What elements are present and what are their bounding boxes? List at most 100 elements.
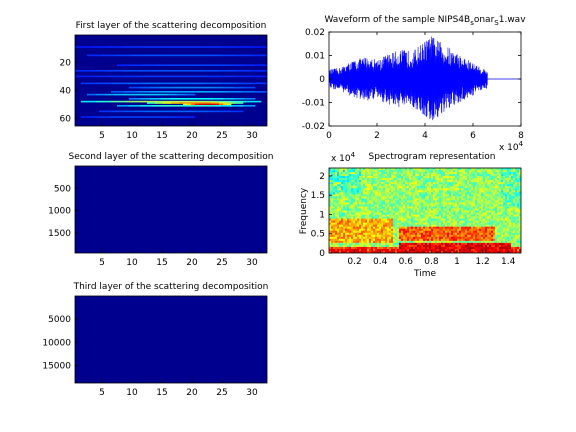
spectrogram-cell: [495, 200, 498, 203]
spectrogram-cell: [477, 240, 480, 244]
spectrogram-cell: [335, 190, 338, 193]
spectrogram-cell: [435, 246, 438, 250]
spectrogram-cell: [419, 178, 422, 181]
spectrogram-cell: [407, 202, 410, 205]
spectrogram-cell: [497, 228, 500, 232]
spectrogram-cell: [429, 178, 432, 181]
spectrogram-cell: [423, 246, 426, 250]
spectrogram-cell: [467, 250, 470, 253]
spectrogram-cell: [507, 218, 510, 221]
spectrogram-cell: [459, 218, 462, 221]
spectrogram-cell: [387, 232, 390, 236]
spectrogram-cell: [473, 218, 476, 221]
spectrogram-cell: [377, 204, 380, 207]
spectrogram-cell: [405, 190, 408, 193]
spectrogram-cell: [345, 210, 348, 213]
spectrogram-cell: [477, 176, 480, 179]
spectrogram-cell: [441, 222, 444, 225]
spectrogram-cell: [505, 168, 508, 171]
spectrogram-cell: [389, 230, 392, 234]
spectrogram-cell: [363, 174, 366, 177]
spectrogram-cell: [477, 206, 480, 209]
spectrogram-cell: [385, 218, 388, 221]
spectrogram-cell: [461, 188, 464, 191]
spectrogram-cell: [435, 196, 438, 199]
spectrogram-cell: [389, 186, 392, 189]
spectrogram-cell: [509, 182, 512, 185]
spectrogram-cell: [393, 194, 396, 197]
spectrogram-cell: [469, 232, 472, 236]
spectrogram-cell: [487, 182, 490, 185]
spectrogram-cell: [333, 172, 336, 175]
spectrogram-cell: [449, 222, 452, 225]
spectrogram-cell: [427, 176, 430, 179]
spectrogram-cell: [381, 196, 384, 199]
spectrogram-cell: [337, 208, 340, 211]
spectrogram-cell: [407, 248, 410, 252]
spectrogram-cell: [435, 178, 438, 181]
spectrogram-cell: [421, 168, 424, 171]
spectrogram-cell: [371, 236, 374, 240]
spectrogram-cell: [419, 216, 422, 219]
spectrogram-cell: [397, 236, 400, 240]
spectrogram-cell: [431, 242, 434, 246]
spectrogram-cell: [411, 178, 414, 181]
spectrogram-cell: [503, 170, 506, 173]
spectrogram-cell: [353, 188, 356, 191]
spectrogram-cell: [489, 174, 492, 177]
spectrogram-cell: [369, 222, 372, 225]
spectrogram-cell: [513, 212, 516, 215]
spectrogram-cell: [515, 188, 518, 191]
spectrogram-cell: [389, 204, 392, 207]
spectrogram-cell: [489, 206, 492, 209]
spectrogram-cell: [339, 196, 342, 199]
spectrogram-cell: [369, 214, 372, 217]
spectrogram-cell: [363, 220, 366, 223]
layer1-band-15-seg: [157, 116, 167, 118]
spectrogram-cell: [415, 210, 418, 213]
spectrogram-cell: [397, 228, 400, 232]
spectrogram-cell: [453, 210, 456, 213]
spectrogram-cell: [409, 186, 412, 189]
spectrogram-cell: [499, 174, 502, 177]
spectrogram-cell: [475, 216, 478, 219]
spectrogram-cell: [365, 200, 368, 203]
spectrogram-cell: [471, 232, 474, 236]
spectrogram-cell: [361, 200, 364, 203]
spectrogram-cell: [417, 200, 420, 203]
spectrogram-cell: [433, 250, 436, 253]
layer1-band-12-seg: [199, 103, 204, 106]
spectrogram-cell: [353, 240, 356, 244]
spectrogram-cell: [411, 212, 414, 215]
spectrogram-cell: [391, 178, 394, 181]
spectrogram-cell: [431, 210, 434, 213]
layer1-band-2-seg: [167, 64, 180, 66]
spectrogram-cell: [341, 228, 344, 232]
spectrogram-cell: [425, 200, 428, 203]
spectrogram-cell: [365, 234, 368, 238]
spectrogram-cell: [487, 174, 490, 177]
layer1-band-6-seg: [160, 86, 172, 89]
spectrogram-cell: [379, 212, 382, 215]
spectrogram-cell: [381, 208, 384, 211]
spectrogram-cell: [449, 202, 452, 205]
spectrogram-cell: [363, 208, 366, 211]
spectrogram-cell: [405, 212, 408, 215]
spectrogram-cell: [423, 194, 426, 197]
spectrogram-cell: [449, 218, 452, 221]
spectrogram-cell: [447, 234, 450, 238]
spectrogram-cell: [401, 240, 404, 244]
spectrogram-cell: [487, 228, 490, 232]
spectrogram-cell: [379, 202, 382, 205]
spectrogram-cell: [349, 204, 352, 207]
spectrogram-cell: [337, 250, 340, 253]
spectrogram-cell: [371, 244, 374, 248]
spectrogram-cell: [345, 228, 348, 232]
spectrogram-cell: [349, 202, 352, 205]
spectrogram-cell: [453, 180, 456, 183]
spectrogram-cell: [335, 172, 338, 175]
spectrogram-cell: [383, 238, 386, 242]
spectrogram-cell: [491, 192, 494, 195]
spectrogram-cell: [493, 196, 496, 199]
spectrogram-cell: [469, 226, 472, 230]
